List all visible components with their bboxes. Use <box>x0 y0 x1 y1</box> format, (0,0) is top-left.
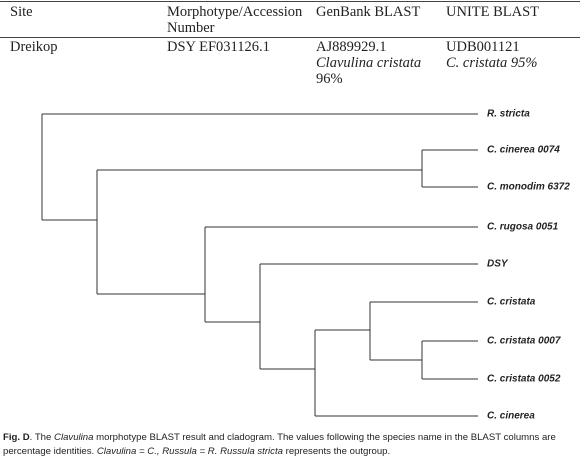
cell: DSY EF031126.1 <box>167 39 270 55</box>
cladogram: R. stricta C. cinerea 0074 C. monodim 63… <box>41 109 570 422</box>
cell-text: Dreikop <box>10 39 58 55</box>
cell-text: 96% <box>316 71 343 87</box>
cell-text: C. cristata 95% <box>446 55 538 71</box>
caption-text: Clavulina <box>54 432 94 443</box>
caption-text: Clavulina = C., Russula = R. <box>96 446 218 457</box>
leaf-label: C. cristata <box>487 297 536 308</box>
cell-text: Clavulina cristata <box>316 55 422 71</box>
tree-lines <box>41 113 478 417</box>
leaf-label: DSY <box>487 259 509 270</box>
leaf-label: C. monodim 6372 <box>487 182 570 193</box>
caption-text: Russula stricta <box>220 446 283 457</box>
leaf-label: C. rugosa 0051 <box>487 222 559 233</box>
header-cell: Site <box>10 4 33 20</box>
caption-text: Fig. D <box>3 432 30 443</box>
caption: Fig. D. The Clavulina morphotype BLAST r… <box>3 431 579 459</box>
caption-text: represents the outgroup. <box>282 446 391 457</box>
leaf-label: C. cristata 0007 <box>487 336 561 347</box>
header-cell: GenBank BLAST <box>316 4 421 20</box>
caption-text: . The <box>29 432 55 443</box>
cell-text: UDB001121 <box>446 39 520 55</box>
leaf-label: R. stricta <box>487 109 530 120</box>
cell-text: DSY EF031126.1 <box>167 39 270 55</box>
leaf-label: C. cinerea 0074 <box>487 145 560 156</box>
header-cell: Morphotype/Accession Number <box>167 4 303 36</box>
cell: AJ889929.1 Clavulina cristata 96% <box>316 39 421 87</box>
table-rule <box>0 1 580 2</box>
leaf-label: C. cinerea <box>487 411 535 422</box>
cell: UDB001121 C. cristata 95% <box>446 39 537 71</box>
cell: Dreikop <box>10 39 58 55</box>
caption-text: morphotype BLAST result and cladogram. T… <box>3 432 556 457</box>
header-cell: UNITE BLAST <box>446 4 540 20</box>
table-rule <box>0 37 580 38</box>
leaf-label: C. cristata 0052 <box>487 374 561 385</box>
cell-text: AJ889929.1 <box>316 39 387 55</box>
